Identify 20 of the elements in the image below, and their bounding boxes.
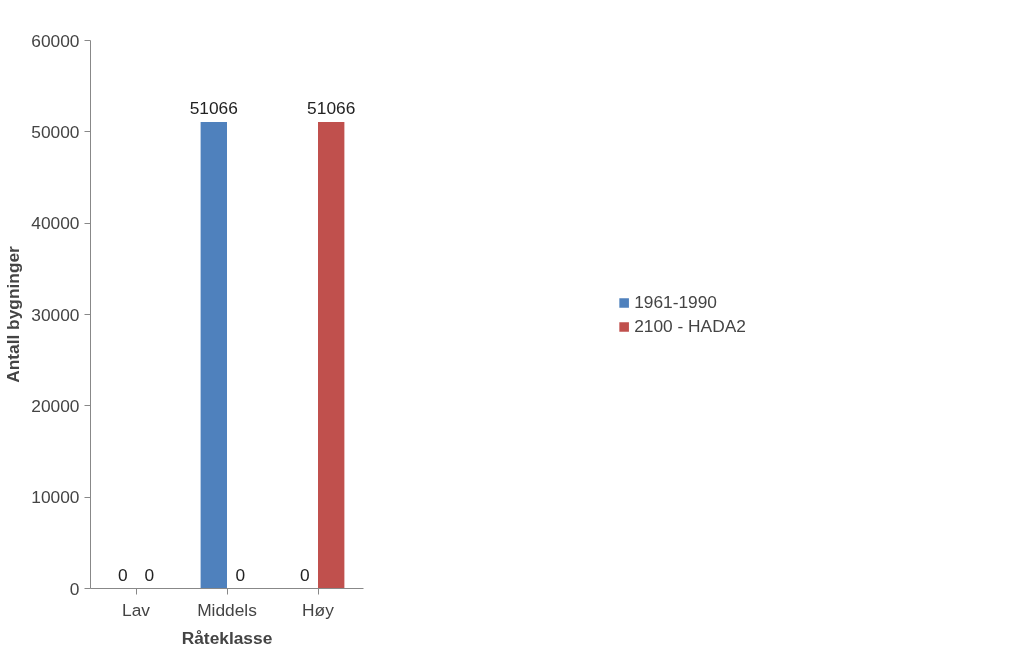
y-tick-label: 0 xyxy=(69,578,80,599)
data-label: 51066 xyxy=(307,98,356,119)
data-label: 0 xyxy=(235,564,246,585)
data-label: 51066 xyxy=(189,98,238,119)
y-tick-label: 10000 xyxy=(31,487,80,508)
legend-label: 1961-1990 xyxy=(634,291,718,313)
data-label: 0 xyxy=(299,564,310,585)
y-tick-label: 60000 xyxy=(31,30,80,51)
y-axis-title: Antall bygninger xyxy=(3,245,24,383)
y-tick-label: 20000 xyxy=(31,395,80,416)
data-label: 0 xyxy=(144,564,155,585)
legend-label: 2100 - HADA2 xyxy=(634,315,746,337)
x-tick-label: Middels xyxy=(197,599,258,620)
y-tick-label: 30000 xyxy=(31,304,80,325)
y-tick-label: 40000 xyxy=(31,213,80,234)
y-tick-label: 50000 xyxy=(31,121,80,142)
x-tick-label: Høy xyxy=(302,599,335,620)
x-axis-title: Råteklasse xyxy=(181,627,273,648)
data-label: 0 xyxy=(117,564,128,585)
x-tick-label: Lav xyxy=(122,599,151,620)
